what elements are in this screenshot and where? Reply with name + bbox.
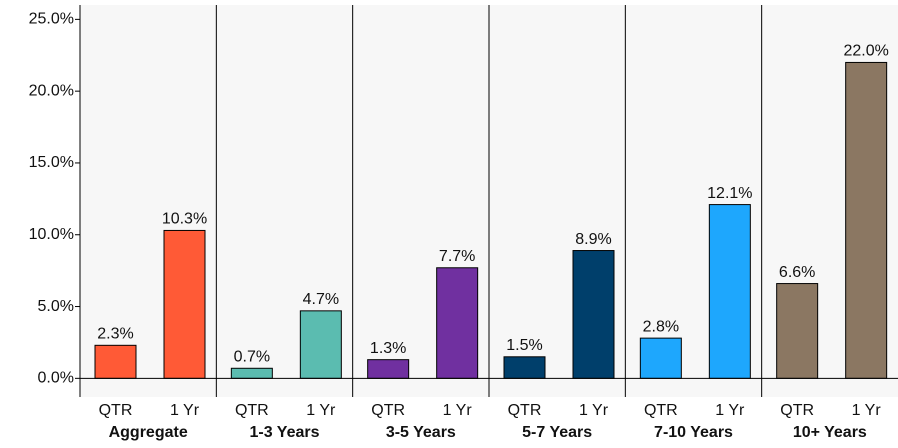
x-tick-label: 1 Yr xyxy=(306,402,336,419)
group-label: 3-5 Years xyxy=(386,424,456,441)
x-tick-label: QTR xyxy=(371,402,405,419)
value-label: 6.6% xyxy=(779,264,815,281)
value-label: 10.3% xyxy=(162,211,207,228)
x-tick-label: QTR xyxy=(235,402,269,419)
value-label: 7.7% xyxy=(439,248,475,265)
bar xyxy=(503,356,546,379)
bar xyxy=(367,359,410,379)
bar xyxy=(572,250,615,379)
group-label: 10+ Years xyxy=(793,424,867,441)
y-tick-label: 15.0% xyxy=(29,154,74,171)
y-tick-label: 5.0% xyxy=(38,298,74,315)
x-tick-label: QTR xyxy=(99,402,133,419)
value-label: 22.0% xyxy=(843,43,888,60)
y-tick-label: 20.0% xyxy=(29,82,74,99)
x-tick-label: QTR xyxy=(644,402,678,419)
x-tick-label: 1 Yr xyxy=(715,402,745,419)
bar xyxy=(776,283,819,379)
value-label: 4.7% xyxy=(303,291,339,308)
bar xyxy=(845,61,888,379)
value-label: 0.7% xyxy=(234,349,270,366)
y-tick-label: 0.0% xyxy=(38,370,74,387)
group-label: 5-7 Years xyxy=(522,424,592,441)
x-tick-label: 1 Yr xyxy=(443,402,473,419)
bar xyxy=(436,267,479,379)
value-label: 2.3% xyxy=(97,326,133,343)
y-tick-label: 10.0% xyxy=(29,226,74,243)
bar xyxy=(94,344,137,379)
group-label: 1-3 Years xyxy=(250,424,320,441)
group-label: Aggregate xyxy=(109,424,188,441)
x-tick-label: QTR xyxy=(780,402,814,419)
value-label: 2.8% xyxy=(643,318,679,335)
bar xyxy=(230,367,273,379)
value-label: 8.9% xyxy=(575,231,611,248)
value-label: 1.3% xyxy=(370,340,406,357)
x-tick-label: QTR xyxy=(508,402,542,419)
bar xyxy=(299,310,342,379)
bar xyxy=(163,229,206,379)
x-tick-label: 1 Yr xyxy=(579,402,609,419)
x-tick-label: 1 Yr xyxy=(170,402,200,419)
value-label: 1.5% xyxy=(506,337,542,354)
value-label: 12.1% xyxy=(707,185,752,202)
bar xyxy=(639,337,682,379)
group-label: 7-10 Years xyxy=(654,424,733,441)
y-tick-label: 25.0% xyxy=(29,11,74,28)
x-tick-label: 1 Yr xyxy=(852,402,882,419)
bar xyxy=(708,204,751,379)
